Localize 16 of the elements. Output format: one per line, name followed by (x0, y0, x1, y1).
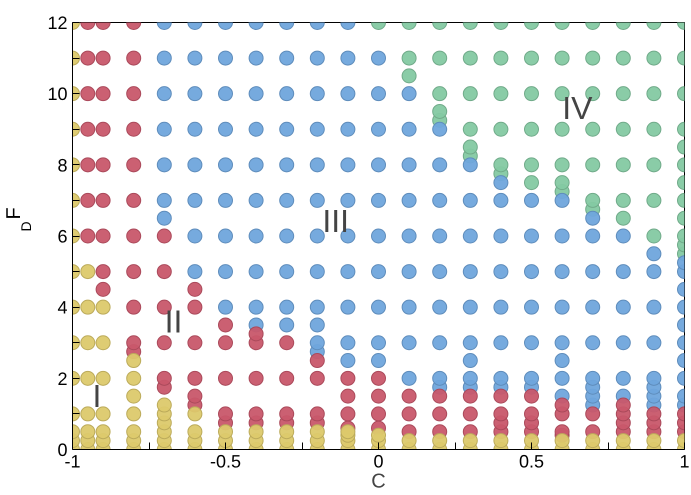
y-axis-title: FD (2, 207, 34, 232)
y-tick-label: 6 (57, 226, 68, 246)
y-tick-label: 4 (57, 298, 68, 318)
x-axis-title: C (371, 470, 386, 492)
x-tick-label: -0.5 (210, 452, 242, 472)
annotation: I (92, 378, 102, 414)
y-tick-label: 8 (57, 155, 68, 176)
annotation: IV (562, 90, 594, 126)
x-tick-label: 1 (679, 452, 690, 472)
x-tick-label: 0 (373, 452, 384, 472)
annotation: III (322, 203, 349, 240)
x-tick-label: 0.5 (518, 452, 544, 472)
y-tick-label: 12 (47, 13, 68, 33)
y-tick-label: 10 (47, 84, 68, 104)
y-tick-label: 2 (57, 368, 68, 389)
annotation: II (164, 303, 182, 340)
